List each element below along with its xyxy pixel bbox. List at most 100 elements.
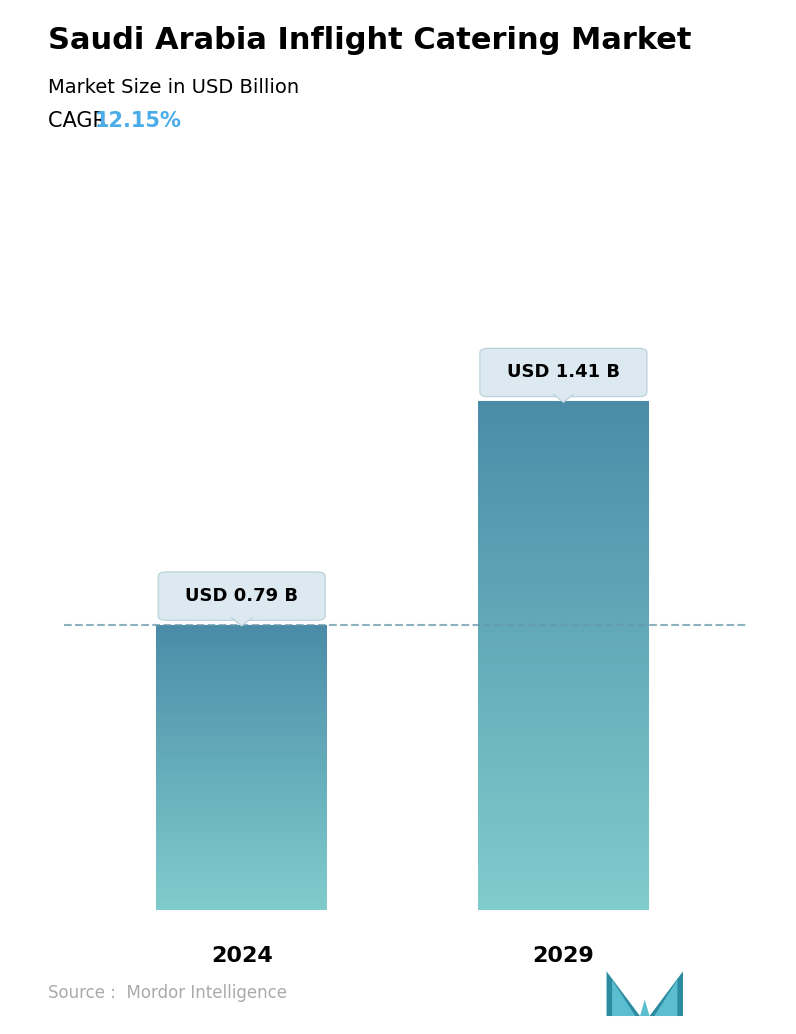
Bar [478,570,649,572]
Bar [478,697,649,699]
Bar [478,466,649,467]
Bar [478,755,649,757]
Bar [478,691,649,692]
Bar [478,689,649,691]
Bar [478,525,649,527]
Bar [478,626,649,628]
Bar [478,741,649,743]
Bar [478,612,649,614]
Bar [478,865,649,868]
Bar [478,888,649,889]
Polygon shape [229,616,254,626]
Bar [478,739,649,741]
Bar [478,813,649,815]
Bar [478,842,649,844]
Bar [478,628,649,630]
Bar [478,498,649,500]
Bar [478,884,649,886]
Bar [478,625,649,626]
Bar [478,517,649,519]
Bar [478,536,649,538]
Bar [478,770,649,772]
Bar [478,546,649,548]
Bar [478,496,649,498]
Bar [478,599,649,601]
Bar [478,594,649,596]
Bar [478,565,649,567]
Bar [478,622,649,625]
Bar [478,873,649,874]
Bar [478,424,649,425]
Bar [478,881,649,883]
Bar [478,438,649,440]
Bar [478,567,649,568]
Bar [478,507,649,509]
Bar [478,815,649,817]
Bar [478,575,649,577]
Bar [478,515,649,517]
Bar [478,762,649,764]
Bar [478,733,649,735]
Bar [478,490,649,491]
Bar [478,797,649,799]
Bar [478,553,649,554]
Bar [478,783,649,784]
Bar [478,735,649,736]
Bar [478,847,649,849]
Bar [478,833,649,835]
Bar [478,738,649,739]
Bar [478,765,649,767]
Bar [478,610,649,612]
Bar [478,725,649,726]
Bar [478,711,649,712]
Bar [478,561,649,562]
Bar [478,559,649,561]
Bar [478,543,649,544]
Text: 2024: 2024 [211,946,272,966]
Bar [478,510,649,512]
Bar [478,533,649,534]
Bar [478,839,649,841]
Bar [478,478,649,480]
Bar [478,718,649,720]
Bar [478,419,649,420]
Bar [478,704,649,706]
Bar [478,588,649,590]
Bar [478,896,649,898]
Bar [478,619,649,620]
Bar [478,886,649,888]
Bar [478,403,649,404]
Bar [478,406,649,408]
Bar [478,810,649,812]
Bar [478,440,649,443]
Bar [478,773,649,776]
Bar [478,633,649,635]
Bar [478,821,649,823]
Bar [478,841,649,842]
Bar [478,680,649,682]
Polygon shape [607,971,640,1016]
Bar [478,451,649,452]
Bar [478,500,649,501]
Bar [478,548,649,549]
Bar [478,615,649,617]
Bar [478,850,649,852]
Bar [478,707,649,709]
Bar [478,580,649,582]
Bar [478,522,649,524]
Bar [478,754,649,755]
Bar [478,908,649,910]
Bar [478,660,649,662]
Bar [478,699,649,701]
Polygon shape [640,1000,650,1016]
Bar [478,425,649,427]
Bar [478,412,649,414]
Bar [478,665,649,667]
Bar [478,682,649,683]
Bar [478,804,649,807]
Bar [478,538,649,539]
Bar [478,464,649,466]
Bar [478,568,649,570]
Bar [478,788,649,789]
Bar [478,730,649,731]
